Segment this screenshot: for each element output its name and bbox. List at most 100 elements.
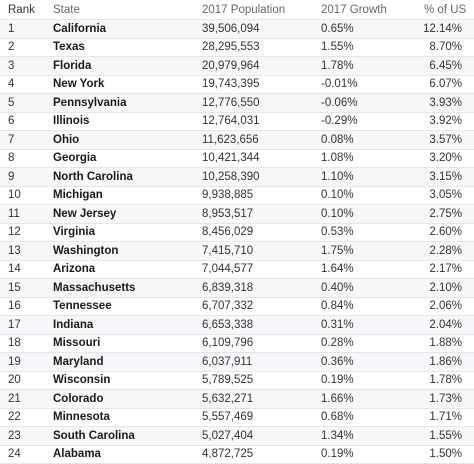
cell-rank: 15: [0, 278, 53, 298]
cell-population: 28,295,553: [202, 38, 321, 57]
cell-growth: 1.78%: [321, 56, 412, 76]
cell-population: 6,037,911: [202, 352, 321, 372]
cell-growth: 0.10%: [321, 204, 412, 224]
cell-population: 6,653,338: [202, 315, 321, 335]
cell-growth: 0.36%: [321, 352, 412, 372]
cell-percent-of-us: 12.14%: [412, 19, 474, 39]
cell-percent-of-us: 3.57%: [412, 130, 474, 150]
cell-percent-of-us: 1.73%: [412, 389, 474, 409]
table-row: 11 New Jersey 8,953,517 0.10% 2.75%: [0, 204, 474, 224]
cell-population: 39,506,094: [202, 19, 321, 39]
cell-state: Texas: [53, 38, 202, 57]
header-state[interactable]: State: [53, 0, 202, 20]
cell-percent-of-us: 3.93%: [412, 93, 474, 113]
cell-rank: 7: [0, 130, 53, 150]
table-row: 24 Alabama 4,872,725 0.19% 1.50%: [0, 445, 474, 464]
cell-percent-of-us: 2.04%: [412, 315, 474, 335]
table-row: 17 Indiana 6,653,338 0.31% 2.04%: [0, 315, 474, 335]
cell-percent-of-us: 2.60%: [412, 223, 474, 242]
header-rank[interactable]: Rank: [0, 0, 53, 20]
cell-state: Michigan: [53, 186, 202, 205]
table-row: 20 Wisconsin 5,789,525 0.19% 1.78%: [0, 371, 474, 390]
table-row: 5 Pennsylvania 12,776,550 -0.06% 3.93%: [0, 93, 474, 113]
cell-rank: 9: [0, 167, 53, 187]
cell-state: South Carolina: [53, 426, 202, 446]
cell-state: Missouri: [53, 334, 202, 353]
header-population[interactable]: 2017 Population: [202, 0, 321, 20]
cell-percent-of-us: 3.15%: [412, 167, 474, 187]
cell-growth: -0.29%: [321, 112, 412, 131]
cell-percent-of-us: 1.88%: [412, 334, 474, 353]
cell-growth: 0.68%: [321, 408, 412, 427]
cell-state: Virginia: [53, 223, 202, 242]
cell-population: 6,707,332: [202, 297, 321, 316]
table-row: 1 California 39,506,094 0.65% 12.14%: [0, 19, 474, 39]
cell-population: 4,872,725: [202, 445, 321, 464]
table-row: 12 Virginia 8,456,029 0.53% 2.60%: [0, 223, 474, 242]
table-row: 16 Tennessee 6,707,332 0.84% 2.06%: [0, 297, 474, 316]
header-percent-of-us[interactable]: % of US: [412, 0, 474, 20]
cell-state: Illinois: [53, 112, 202, 131]
header-growth[interactable]: 2017 Growth: [321, 0, 412, 20]
cell-rank: 23: [0, 426, 53, 446]
cell-state: New York: [53, 75, 202, 94]
cell-rank: 5: [0, 93, 53, 113]
cell-percent-of-us: 6.07%: [412, 75, 474, 94]
cell-rank: 1: [0, 19, 53, 39]
cell-rank: 6: [0, 112, 53, 131]
cell-rank: 17: [0, 315, 53, 335]
cell-percent-of-us: 6.45%: [412, 56, 474, 76]
cell-percent-of-us: 1.55%: [412, 426, 474, 446]
cell-percent-of-us: 2.06%: [412, 297, 474, 316]
cell-percent-of-us: 8.70%: [412, 38, 474, 57]
cell-rank: 2: [0, 38, 53, 57]
table-row: 2 Texas 28,295,553 1.55% 8.70%: [0, 38, 474, 57]
cell-state: Arizona: [53, 260, 202, 279]
cell-state: New Jersey: [53, 204, 202, 224]
cell-growth: -0.01%: [321, 75, 412, 94]
cell-rank: 10: [0, 186, 53, 205]
cell-population: 6,109,796: [202, 334, 321, 353]
cell-population: 12,776,550: [202, 93, 321, 113]
cell-growth: 0.31%: [321, 315, 412, 335]
cell-growth: 1.66%: [321, 389, 412, 409]
cell-population: 8,953,517: [202, 204, 321, 224]
cell-percent-of-us: 3.92%: [412, 112, 474, 131]
cell-rank: 4: [0, 75, 53, 94]
cell-state: Maryland: [53, 352, 202, 372]
cell-rank: 19: [0, 352, 53, 372]
cell-population: 8,456,029: [202, 223, 321, 242]
cell-population: 19,743,395: [202, 75, 321, 94]
cell-population: 5,557,469: [202, 408, 321, 427]
cell-rank: 21: [0, 389, 53, 409]
cell-rank: 24: [0, 445, 53, 464]
table-row: 22 Minnesota 5,557,469 0.68% 1.71%: [0, 408, 474, 427]
cell-population: 6,839,318: [202, 278, 321, 298]
cell-rank: 3: [0, 56, 53, 76]
cell-growth: 1.55%: [321, 38, 412, 57]
cell-percent-of-us: 1.86%: [412, 352, 474, 372]
cell-rank: 16: [0, 297, 53, 316]
cell-percent-of-us: 3.05%: [412, 186, 474, 205]
cell-growth: 0.40%: [321, 278, 412, 298]
cell-state: Pennsylvania: [53, 93, 202, 113]
cell-population: 5,789,525: [202, 371, 321, 390]
table-row: 8 Georgia 10,421,344 1.08% 3.20%: [0, 149, 474, 168]
cell-state: Ohio: [53, 130, 202, 150]
cell-population: 10,421,344: [202, 149, 321, 168]
cell-percent-of-us: 1.71%: [412, 408, 474, 427]
cell-population: 7,415,710: [202, 241, 321, 261]
cell-rank: 18: [0, 334, 53, 353]
table-row: 10 Michigan 9,938,885 0.10% 3.05%: [0, 186, 474, 205]
cell-growth: 1.10%: [321, 167, 412, 187]
table-header-row: Rank State 2017 Population 2017 Growth %…: [0, 0, 474, 20]
cell-rank: 8: [0, 149, 53, 168]
table-row: 7 Ohio 11,623,656 0.08% 3.57%: [0, 130, 474, 150]
cell-rank: 13: [0, 241, 53, 261]
table-row: 15 Massachusetts 6,839,318 0.40% 2.10%: [0, 278, 474, 298]
cell-percent-of-us: 2.10%: [412, 278, 474, 298]
cell-population: 12,764,031: [202, 112, 321, 131]
table-row: 19 Maryland 6,037,911 0.36% 1.86%: [0, 352, 474, 372]
cell-growth: 1.64%: [321, 260, 412, 279]
cell-growth: 0.53%: [321, 223, 412, 242]
